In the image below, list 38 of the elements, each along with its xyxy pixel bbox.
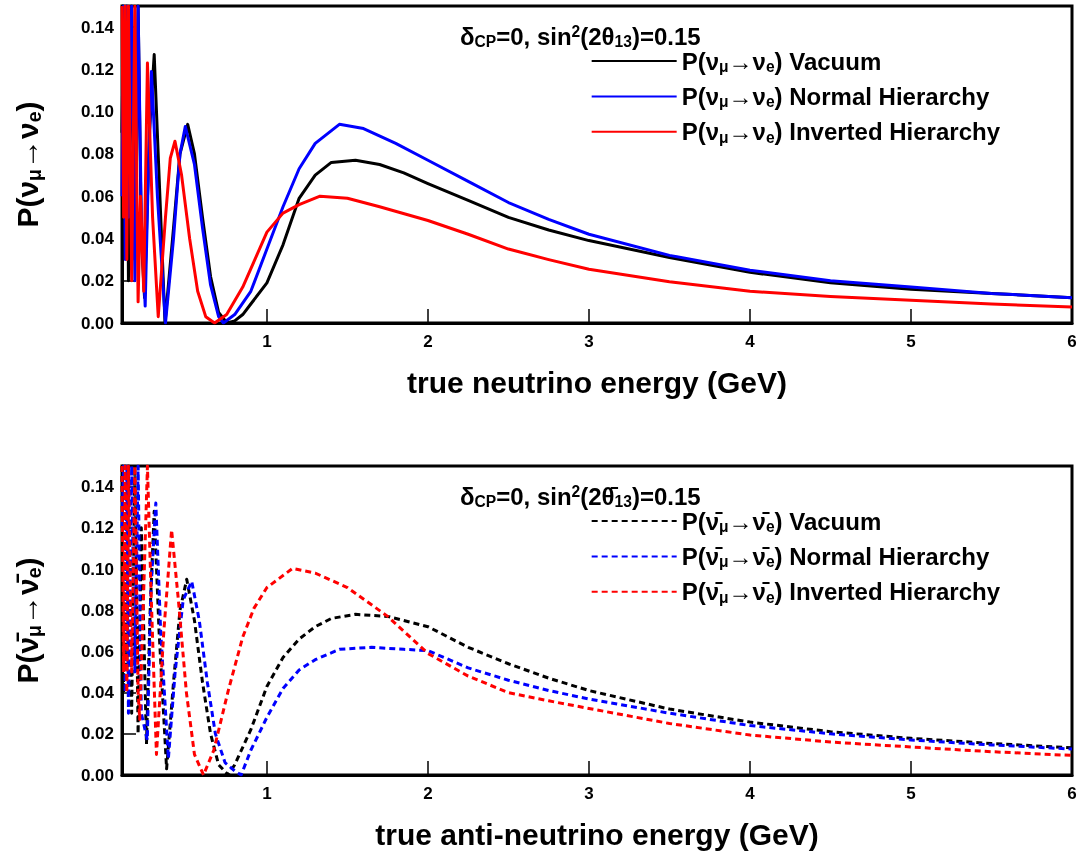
x-tick-label: 6 (1067, 784, 1077, 803)
y-tick-label: 0.02 (80, 724, 114, 744)
x-tick-label: 3 (584, 332, 594, 351)
x-tick-label: 5 (906, 784, 916, 803)
legend-label: P(ν̄μ→ν̄e) Normal Hierarchy (681, 542, 990, 571)
x-tick-label: 6 (1067, 332, 1077, 351)
y-tick-label: 0.12 (80, 518, 114, 538)
y-tick-label: 0.10 (80, 559, 114, 579)
y-tick-label: 0.08 (80, 144, 114, 164)
legend-label: P(ν̄μ→ν̄e) Inverted Hierarchy (681, 578, 1001, 606)
y-tick-label: 0.14 (80, 477, 115, 497)
y-tick-label: 0.06 (80, 641, 114, 661)
x-tick-label: 5 (906, 332, 916, 351)
x-tick-label: 2 (423, 784, 433, 803)
x-axis-title: true anti-neutrino energy (GeV) (375, 817, 819, 851)
legend-label: P(νμ→νe) Vacuum (681, 47, 882, 75)
y-tick-label: 0.02 (80, 271, 114, 291)
y-tick-label: 0.10 (80, 102, 114, 122)
x-tick-label: 1 (262, 332, 272, 351)
line-series (120, 4, 1074, 325)
y-tick-label: 0.06 (80, 186, 114, 206)
y-tick-label: 0.14 (80, 17, 115, 37)
x-tick-label: 4 (745, 332, 756, 351)
y-tick-label: 0.08 (80, 600, 114, 620)
legend-label: P(νμ→νe) Normal Hierarchy (681, 82, 990, 111)
y-tick-label: 0.12 (80, 59, 114, 79)
y-axis-title: P(νμ→νe) (10, 101, 45, 228)
x-tick-label: 3 (584, 784, 594, 803)
y-tick-label: 0.00 (80, 313, 114, 333)
x-axis-title: true neutrino energy (GeV) (406, 365, 788, 399)
x-tick-label: 1 (262, 784, 272, 803)
legend-label: P(νμ→νe) Inverted Hierarchy (681, 118, 1001, 146)
x-tick-label: 4 (745, 784, 756, 803)
x-tick-label: 2 (423, 332, 433, 351)
y-tick-label: 0.04 (80, 228, 115, 248)
y-tick-label: 0.04 (80, 683, 115, 703)
legend-label: P(ν̄μ→ν̄e) Vacuum (681, 507, 882, 535)
y-tick-label: 0.00 (80, 765, 114, 785)
